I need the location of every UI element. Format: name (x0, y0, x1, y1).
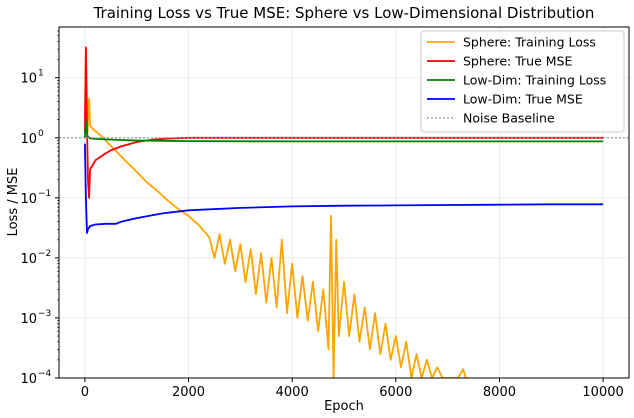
y-tick-label: 10 (20, 372, 37, 387)
legend-label: Low-Dim: Training Loss (463, 73, 606, 88)
legend-box (420, 30, 625, 133)
plot-frame (58, 26, 630, 379)
y-tick-exponent: −1 (38, 189, 51, 199)
series-line-0 (84, 50, 469, 378)
y-tick-exponent: 0 (38, 129, 44, 139)
x-axis-title: Epoch (324, 399, 364, 414)
y-tick-label: 10 (20, 312, 37, 327)
x-tick-label: 0 (81, 385, 89, 400)
y-tick-exponent: −4 (38, 369, 52, 379)
series-line-3 (84, 143, 604, 234)
plot-area (59, 46, 629, 378)
x-tick-label: 10000 (582, 385, 623, 400)
y-axis-title: Loss / MSE (6, 168, 21, 237)
legend: Sphere: Training Loss Sphere: True MSE Low… (420, 30, 625, 133)
y-tick-exponent: −2 (38, 249, 51, 259)
y-tick-label: 10 (20, 252, 37, 267)
series-line-2 (84, 120, 604, 143)
x-tick-label: 4000 (276, 385, 309, 400)
x-tick-label: 8000 (483, 385, 516, 400)
y-tick-label: 10 (20, 132, 37, 147)
x-tick-label: 6000 (379, 385, 412, 400)
y-tick-label: 10 (20, 192, 37, 207)
y-tick-label: 10 (20, 72, 37, 87)
legend-label: Sphere: True MSE (463, 54, 572, 69)
legend-label: Low-Dim: True MSE (463, 92, 583, 107)
legend-label: Noise Baseline (463, 111, 555, 126)
legend-label: Sphere: Training Loss (463, 35, 596, 50)
x-axis: 0 2000 4000 6000 8000 10000 (81, 378, 624, 400)
y-tick-exponent: 1 (38, 69, 44, 79)
y-tick-exponent: −3 (38, 309, 51, 319)
chart-title: Training Loss vs True MSE: Sphere vs Low… (93, 4, 595, 22)
x-tick-label: 2000 (172, 385, 205, 400)
